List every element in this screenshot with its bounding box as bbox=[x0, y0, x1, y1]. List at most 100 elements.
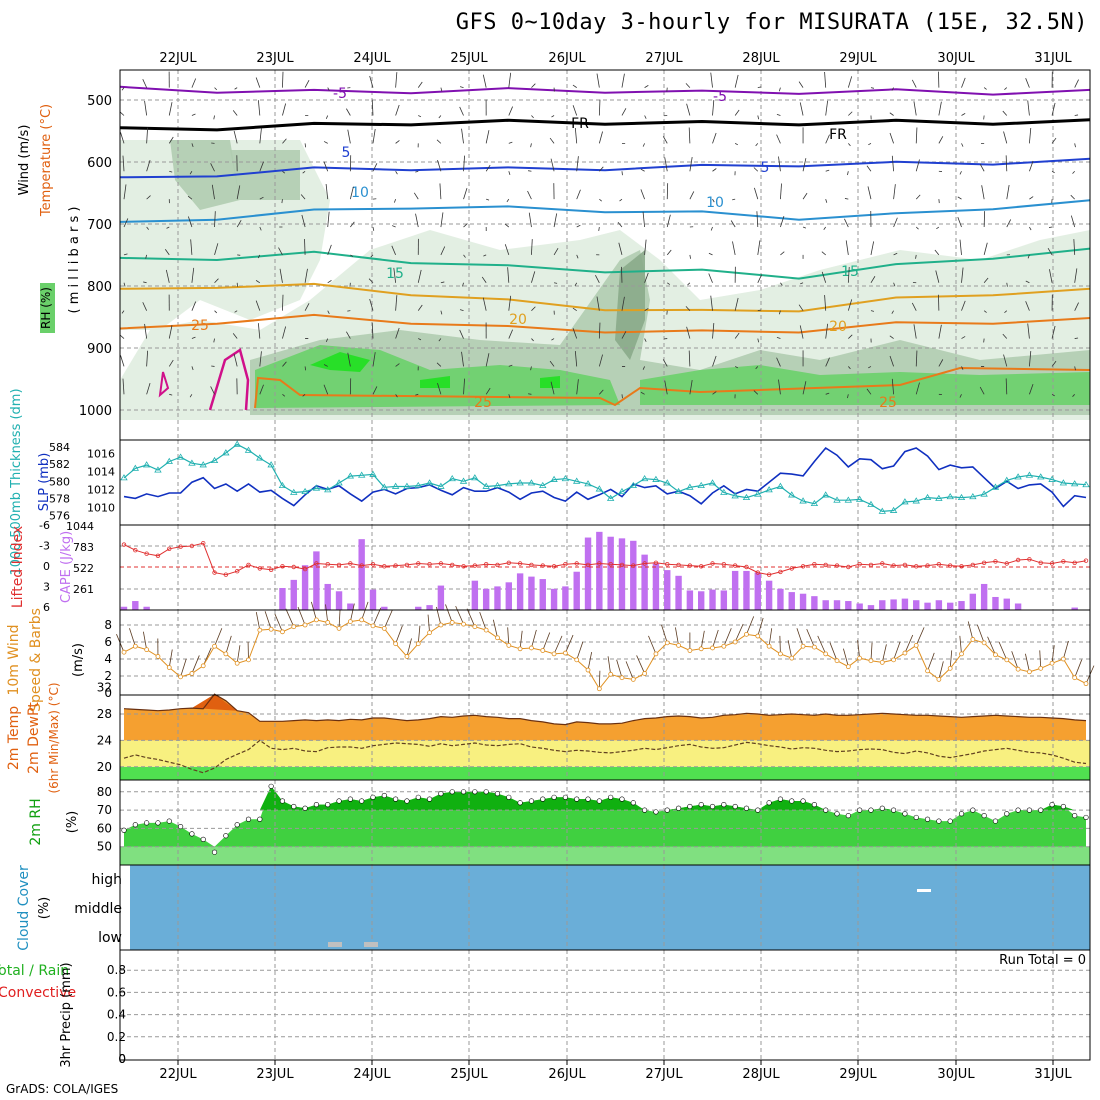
wind-barb bbox=[1051, 102, 1056, 116]
rh-tick-label: 50 bbox=[97, 840, 112, 854]
wind-barb bbox=[417, 81, 423, 88]
rh-shading bbox=[640, 365, 1090, 405]
wind-barb bbox=[847, 76, 853, 88]
wind-speed-point bbox=[144, 647, 150, 653]
wind-barb bbox=[1047, 247, 1053, 256]
x-tick-label-bottom: 23JUL bbox=[256, 1067, 294, 1082]
wind-barb bbox=[368, 278, 374, 284]
cape-bar bbox=[313, 551, 320, 610]
cape-bar bbox=[562, 586, 569, 610]
thickness-point bbox=[550, 475, 558, 482]
lifted-index-point bbox=[653, 560, 659, 565]
wind-barb bbox=[799, 325, 804, 339]
wind-barb bbox=[870, 87, 875, 89]
wind-barb bbox=[395, 327, 400, 339]
wind-barb bbox=[1074, 366, 1076, 371]
wind-barb bbox=[551, 338, 555, 341]
lifted-index-point bbox=[857, 562, 862, 567]
wind-speed-point bbox=[1038, 665, 1044, 671]
wind-barb bbox=[327, 211, 330, 228]
wind-barb bbox=[415, 393, 419, 396]
cape-bar bbox=[731, 570, 739, 610]
wind-barb-10m bbox=[455, 605, 464, 625]
wind-barb-10m bbox=[598, 670, 601, 689]
wind-speed-point bbox=[302, 622, 308, 628]
wind-speed-point bbox=[891, 657, 896, 663]
cape-bar bbox=[1071, 607, 1078, 610]
x-tick-label-top: 31JUL bbox=[1034, 51, 1072, 66]
wind-barb bbox=[531, 83, 536, 88]
ylabel-cape: CAPE (J/kg) bbox=[59, 531, 74, 603]
wind-barb bbox=[893, 282, 896, 287]
x-tick-label-bottom: 26JUL bbox=[548, 1067, 586, 1082]
rh2m-point bbox=[562, 794, 568, 800]
wind-barb-10m bbox=[225, 635, 232, 655]
cape-bar bbox=[607, 536, 614, 610]
wind-barb bbox=[191, 113, 196, 116]
wind-speed-point bbox=[562, 650, 568, 656]
wind-barb bbox=[1025, 78, 1030, 88]
wind-speed-point bbox=[506, 643, 512, 648]
wind-barb bbox=[778, 310, 781, 315]
wind-barb bbox=[617, 221, 623, 228]
wind-barb bbox=[642, 366, 645, 370]
thickness-tick-label: 578 bbox=[49, 493, 70, 506]
wind-barb bbox=[689, 380, 693, 395]
rh2m-point bbox=[845, 812, 851, 819]
cape-bar bbox=[833, 600, 841, 610]
wind-barb bbox=[640, 391, 645, 395]
wind-barb bbox=[644, 239, 647, 255]
wind-barb bbox=[644, 115, 647, 119]
rh2m-point bbox=[687, 803, 693, 810]
x-tick-label-top: 26JUL bbox=[548, 51, 586, 66]
lifted-index-point bbox=[155, 553, 161, 558]
wind-barb bbox=[710, 295, 713, 311]
rh2m-point bbox=[1004, 811, 1010, 817]
ylabel-wind-units: (m/s) bbox=[71, 643, 86, 677]
lifted-index-point bbox=[314, 561, 319, 566]
wind-barb-10m bbox=[1039, 650, 1042, 669]
thickness-point bbox=[448, 474, 456, 482]
wind-barb bbox=[915, 254, 917, 259]
wind-barb bbox=[961, 267, 964, 283]
wind-barb bbox=[506, 198, 510, 203]
rh2m-point bbox=[234, 822, 240, 828]
wind-barb bbox=[325, 115, 329, 119]
rh2m-point bbox=[245, 816, 252, 822]
wind-barb bbox=[757, 309, 762, 312]
lifted-index-point bbox=[778, 569, 783, 575]
wind-barb bbox=[1002, 110, 1008, 116]
lifted-index-point bbox=[891, 563, 896, 568]
lifted-index-point bbox=[1015, 557, 1021, 563]
ylabel-precip-total: Total / Rain bbox=[0, 963, 69, 979]
wind-speed-point bbox=[1060, 656, 1066, 662]
wind-barb bbox=[776, 357, 781, 367]
lifted-index-point bbox=[359, 563, 364, 568]
wind-barb bbox=[686, 103, 691, 116]
wind-barb bbox=[527, 190, 532, 200]
wind-speed-point bbox=[291, 624, 297, 630]
wind-barb bbox=[824, 295, 827, 311]
rh2m-point bbox=[494, 791, 501, 797]
wind-barb bbox=[662, 136, 668, 144]
rh-shading bbox=[310, 352, 370, 372]
wind-barb-10m bbox=[829, 642, 838, 661]
rh2m-point bbox=[393, 796, 399, 802]
wind-barb bbox=[371, 99, 374, 116]
wind-speed-point bbox=[268, 626, 274, 632]
cape-bar bbox=[652, 563, 660, 610]
wind-barb bbox=[504, 223, 510, 228]
cape-bar bbox=[777, 588, 784, 610]
wind-barb bbox=[120, 132, 125, 144]
wind-barb bbox=[190, 239, 193, 255]
wind-barb bbox=[323, 141, 328, 144]
wind-barb-10m bbox=[417, 625, 421, 644]
lifted-index-point bbox=[574, 561, 579, 566]
wind-barb-10m bbox=[264, 611, 272, 630]
cape-bar bbox=[132, 601, 139, 610]
lifted-index-point bbox=[144, 551, 149, 556]
wind-barb-10m bbox=[857, 640, 861, 659]
wind-barb bbox=[528, 393, 532, 395]
rh2m-point bbox=[302, 805, 308, 811]
wind-barb bbox=[1006, 219, 1012, 228]
